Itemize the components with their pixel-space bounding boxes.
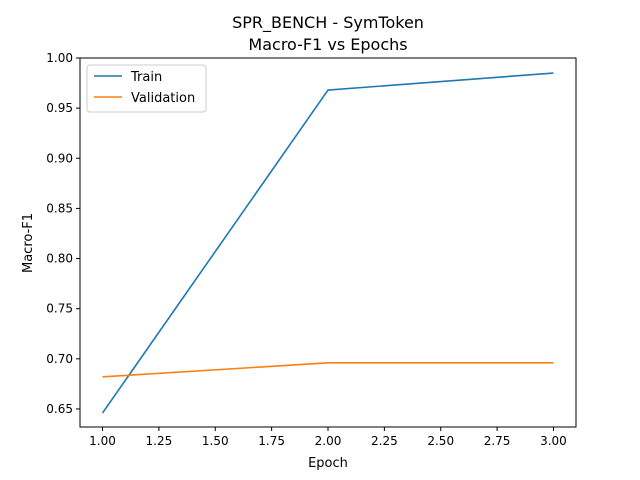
x-tick-label: 1.50 [202, 434, 229, 448]
y-axis-label: Macro-F1 [21, 213, 36, 273]
y-tick-label: 0.65 [46, 402, 73, 416]
y-tick-label: 0.95 [46, 101, 73, 115]
legend: Train Validation [86, 64, 207, 113]
plot-content: 1.00 1.25 1.50 1.75 2.00 2.25 2.50 2.75 3.00 0.65… [46, 51, 567, 448]
chart-subtitle: Macro-F1 vs Epochs [248, 35, 407, 54]
series-line-validation [102, 362, 554, 378]
y-tick-label: 0.85 [46, 201, 73, 215]
chart-title: SPR_BENCH - SymToken [232, 13, 424, 33]
x-tick-label: 2.75 [484, 434, 511, 448]
x-tick-label: 3.00 [540, 434, 567, 448]
y-tick-label: 0.80 [46, 252, 73, 266]
y-tick-label: 0.70 [46, 352, 73, 366]
series-line-train [101, 72, 554, 414]
y-tick-label: 0.75 [46, 302, 73, 316]
x-axis-label: Epoch [308, 456, 348, 471]
x-tick-label: 1.75 [258, 434, 285, 448]
y-tick-label: 0.90 [46, 151, 73, 165]
x-tick-label: 2.25 [371, 434, 398, 448]
x-tick-label: 1.25 [146, 434, 173, 448]
x-tick-label: 1.00 [89, 434, 116, 448]
legend-label-validation: Validation [131, 91, 195, 106]
y-tick-label: 1.00 [46, 51, 73, 65]
x-tick-label: 2.00 [315, 434, 342, 448]
legend-label-train: Train [130, 70, 162, 85]
plot-frame [79, 57, 577, 428]
x-tick-label: 2.50 [427, 434, 454, 448]
